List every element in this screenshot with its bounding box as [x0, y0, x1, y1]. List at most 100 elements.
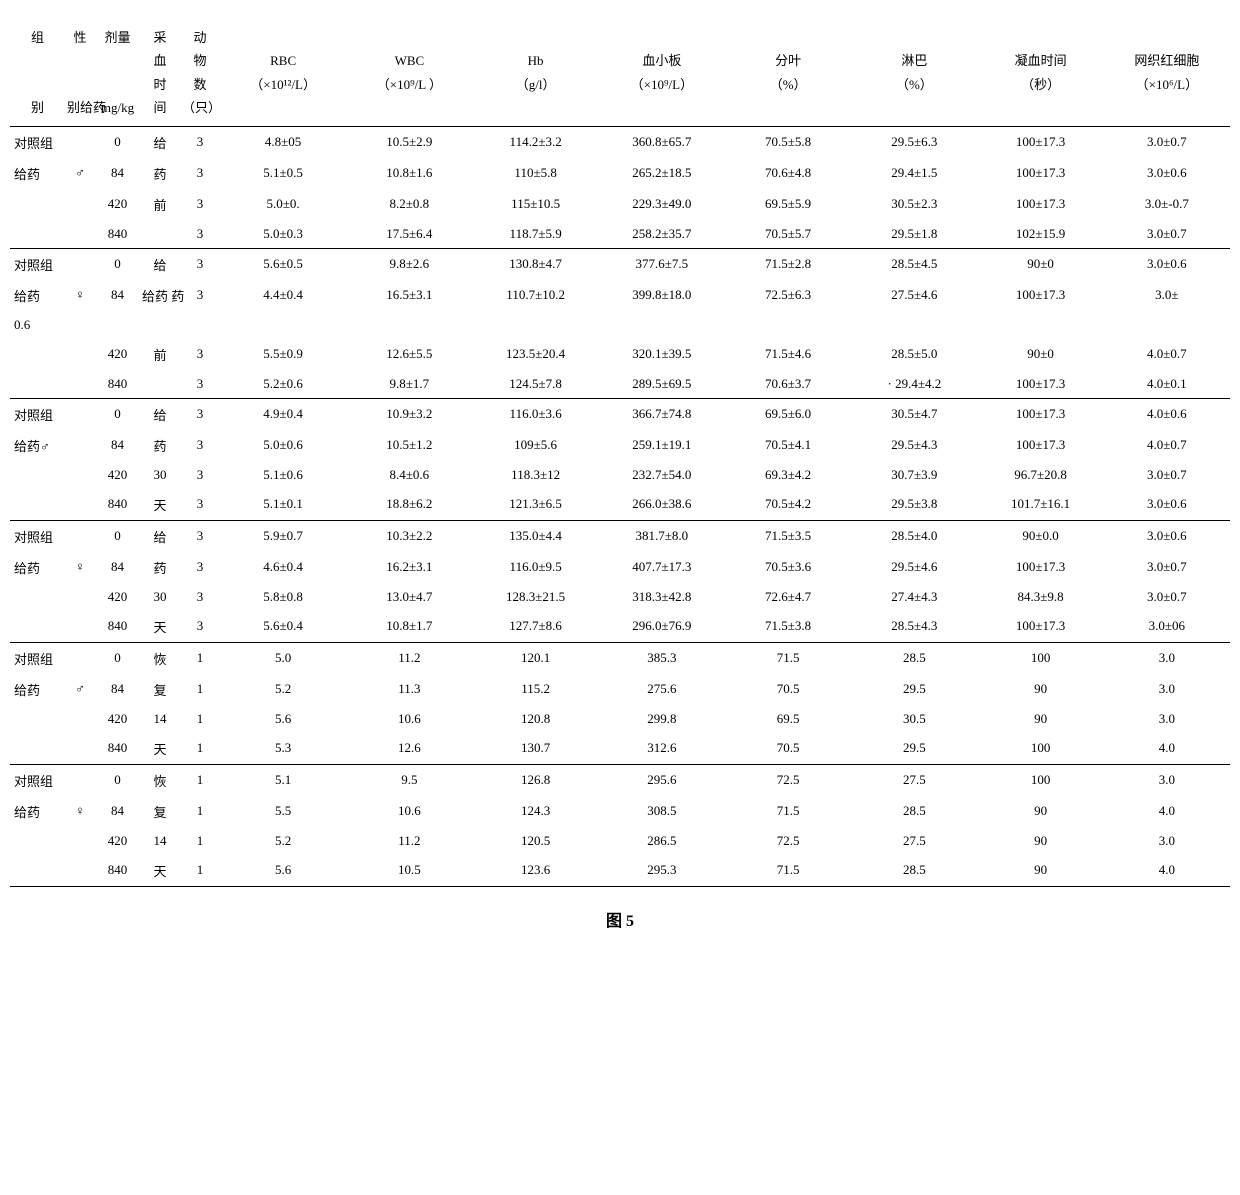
- cell: 121.3±6.5: [473, 489, 599, 521]
- cell: 420: [95, 827, 140, 855]
- cell: 1: [180, 705, 220, 733]
- cell: 4.9±0.4: [220, 398, 346, 430]
- cell: 5.6: [220, 855, 346, 887]
- cell: 天: [140, 733, 180, 765]
- cell: [65, 339, 95, 370]
- cell: 70.6±3.7: [725, 370, 851, 399]
- cell: 116.0±3.6: [473, 398, 599, 430]
- table-row: 840天15.610.5123.6295.371.528.5904.0: [10, 855, 1230, 887]
- cell: 110.7±10.2: [473, 280, 599, 311]
- cell: 5.6±0.5: [220, 248, 346, 280]
- cell: 3: [180, 158, 220, 189]
- table-row: 84035.0±0.317.5±6.4118.7±5.9258.2±35.770…: [10, 220, 1230, 249]
- cell: 28.5±4.5: [851, 248, 977, 280]
- cell: 130.7: [473, 733, 599, 765]
- cell: 10.8±1.6: [346, 158, 472, 189]
- cell: 29.5±4.3: [851, 430, 977, 461]
- cell: 90: [978, 827, 1104, 855]
- cell: [65, 461, 95, 489]
- cell: 126.8: [473, 764, 599, 796]
- cell: 72.5: [725, 827, 851, 855]
- cell: 127.7±8.6: [473, 611, 599, 643]
- cell: 115.2: [473, 674, 599, 705]
- cell: [65, 705, 95, 733]
- cell: 69.5±5.9: [725, 189, 851, 220]
- cell: 27.5±4.6: [851, 280, 977, 311]
- cell: 71.5±2.8: [725, 248, 851, 280]
- cell: 5.0±0.3: [220, 220, 346, 249]
- cell: 0: [95, 642, 140, 674]
- cell: 320.1±39.5: [599, 339, 725, 370]
- cell: [10, 489, 65, 521]
- cell: 5.1±0.5: [220, 158, 346, 189]
- cell: 28.5: [851, 642, 977, 674]
- cell: 给药: [10, 552, 65, 583]
- cell: ♀: [65, 280, 95, 311]
- cell: 27.5: [851, 827, 977, 855]
- cell: 259.1±19.1: [599, 430, 725, 461]
- header-plt: 血小板（×10⁹/L）: [599, 20, 725, 126]
- cell: 3.0±0.6: [1104, 248, 1230, 280]
- cell: 840: [95, 611, 140, 643]
- cell: 123.5±20.4: [473, 339, 599, 370]
- cell: 0: [95, 248, 140, 280]
- cell: 10.6: [346, 705, 472, 733]
- cell: 29.5±1.8: [851, 220, 977, 249]
- cell: [10, 827, 65, 855]
- cell: 70.5±3.6: [725, 552, 851, 583]
- cell: [65, 764, 95, 796]
- cell: 3: [180, 248, 220, 280]
- cell: 3.0±0.7: [1104, 220, 1230, 249]
- cell: 18.8±6.2: [346, 489, 472, 521]
- table-row: 420前35.0±0.8.2±0.8115±10.5229.3±49.069.5…: [10, 189, 1230, 220]
- cell: 120.8: [473, 705, 599, 733]
- cell: 3: [180, 280, 220, 311]
- cell: 药: [140, 158, 180, 189]
- cell: 4.4±0.4: [220, 280, 346, 311]
- cell: 9.8±1.7: [346, 370, 472, 399]
- cell: 3.0: [1104, 827, 1230, 855]
- cell: 102±15.9: [978, 220, 1104, 249]
- cell: 275.6: [599, 674, 725, 705]
- header-hb: Hb（g/l）: [473, 20, 599, 126]
- cell: 3: [180, 189, 220, 220]
- cell: 3: [180, 489, 220, 521]
- cell: 14: [140, 827, 180, 855]
- cell: 11.2: [346, 827, 472, 855]
- cell: [10, 611, 65, 643]
- cell: [10, 189, 65, 220]
- cell: 100: [978, 642, 1104, 674]
- cell: 对照组: [10, 398, 65, 430]
- cell: 114.2±3.2: [473, 126, 599, 158]
- cell: 给药 药: [140, 280, 180, 311]
- cell: 360.8±65.7: [599, 126, 725, 158]
- cell: 27.4±4.3: [851, 583, 977, 611]
- cell: 100±17.3: [978, 126, 1104, 158]
- cell: 药: [140, 430, 180, 461]
- cell: 28.5±5.0: [851, 339, 977, 370]
- cell: [65, 311, 1230, 339]
- cell: 对照组: [10, 520, 65, 552]
- cell: 0: [95, 398, 140, 430]
- header-wbc: WBC（×10⁹/L ）: [346, 20, 472, 126]
- cell: 天: [140, 611, 180, 643]
- cell: 16.5±3.1: [346, 280, 472, 311]
- cell: 70.5±5.7: [725, 220, 851, 249]
- cell: 69.5: [725, 705, 851, 733]
- cell: 29.5: [851, 733, 977, 765]
- cell: 天: [140, 855, 180, 887]
- cell: 给: [140, 126, 180, 158]
- cell: 0: [95, 764, 140, 796]
- cell: 84: [95, 158, 140, 189]
- cell: 5.6: [220, 705, 346, 733]
- header-sex: 性 别给药: [65, 20, 95, 126]
- cell: 5.2: [220, 674, 346, 705]
- cell: 289.5±69.5: [599, 370, 725, 399]
- cell: 13.0±4.7: [346, 583, 472, 611]
- table-row: 84035.2±0.69.8±1.7124.5±7.8289.5±69.570.…: [10, 370, 1230, 399]
- cell: 3: [180, 583, 220, 611]
- cell: 100: [978, 733, 1104, 765]
- cell: 给: [140, 520, 180, 552]
- cell: 130.8±4.7: [473, 248, 599, 280]
- cell: 90±0: [978, 248, 1104, 280]
